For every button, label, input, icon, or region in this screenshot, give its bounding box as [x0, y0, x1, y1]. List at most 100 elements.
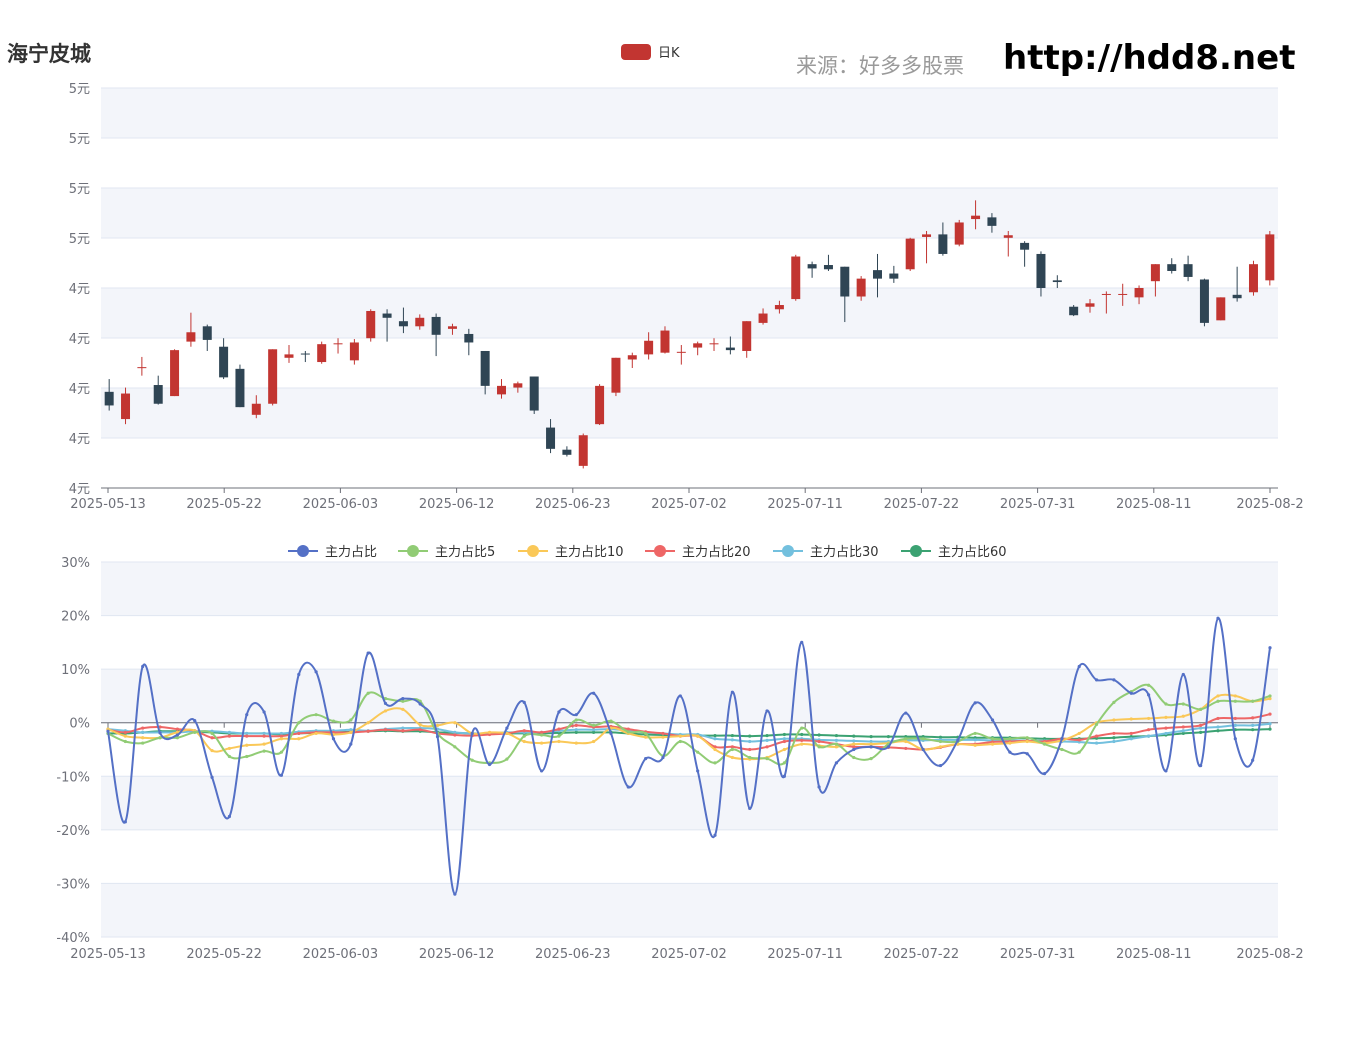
y-tick-label: 5元: [69, 82, 90, 97]
series-point: [644, 731, 648, 736]
series-point: [349, 742, 353, 746]
series-point: [1042, 742, 1047, 746]
series-point: [557, 710, 561, 714]
series-point: [817, 733, 821, 737]
candle-body: [987, 217, 997, 226]
series-point: [1025, 752, 1029, 756]
series-point: [713, 833, 717, 837]
series-point: [1233, 737, 1237, 741]
candle-body: [415, 317, 425, 327]
series-point: [886, 745, 891, 749]
series-point: [487, 730, 492, 734]
series-point: [435, 723, 440, 727]
series-point: [383, 701, 388, 706]
candle-body: [170, 350, 180, 397]
series-point: [401, 707, 405, 711]
series-point: [800, 738, 804, 742]
series-point: [262, 749, 266, 753]
legend-marker: [910, 545, 922, 557]
candle-body: [202, 326, 212, 340]
series-point: [938, 739, 943, 744]
candle-body: [971, 215, 981, 220]
series-point: [973, 738, 977, 742]
y-tick-label: 5元: [69, 132, 90, 147]
candle-body: [1134, 288, 1144, 298]
series-point: [869, 735, 873, 739]
series-point: [331, 719, 336, 723]
candle-body: [1232, 294, 1242, 299]
y-tick-label: 4元: [69, 432, 90, 447]
series-point: [592, 723, 596, 727]
grid-band: [101, 188, 1278, 238]
series-point: [279, 773, 284, 777]
y-tick-label: 4元: [69, 332, 90, 347]
candle-body: [660, 330, 670, 353]
candle-body: [840, 266, 850, 297]
series-point: [227, 746, 232, 751]
series-point: [279, 737, 284, 741]
y-tick-label: -20%: [56, 824, 90, 839]
page-title: 海宁皮城: [7, 42, 91, 66]
series-point: [141, 730, 145, 734]
series-point: [1233, 716, 1237, 721]
series-point: [227, 734, 232, 738]
series-point: [1181, 672, 1185, 677]
series-point: [245, 734, 249, 738]
series-point: [574, 718, 578, 722]
series-point: [782, 747, 786, 752]
x-tick-label: 2025-06-03: [303, 947, 379, 962]
candle-body: [676, 351, 686, 353]
series-point: [314, 731, 318, 736]
series-point: [938, 745, 943, 749]
legend-label: 主力占比30: [810, 545, 879, 560]
candle-body: [905, 238, 915, 270]
series-point: [678, 734, 682, 738]
y-tick-label: -30%: [56, 877, 90, 892]
series-point: [349, 730, 353, 734]
site-url[interactable]: http://hdd8.net: [1003, 38, 1296, 78]
candle-body: [529, 376, 539, 411]
series-point: [401, 726, 405, 730]
candle-body: [464, 333, 474, 343]
series-point: [453, 733, 457, 737]
series-line: [107, 617, 1271, 896]
series-point: [1216, 729, 1220, 733]
candle-body: [1085, 303, 1095, 307]
candle-body: [284, 354, 294, 358]
series-point: [661, 735, 665, 739]
series-point: [1094, 741, 1099, 745]
series-point: [210, 736, 214, 740]
series-point: [730, 738, 734, 742]
series-point: [782, 737, 786, 741]
series-point: [279, 734, 284, 738]
y-tick-label: 10%: [61, 663, 90, 678]
series-point: [626, 730, 630, 734]
candle-body: [791, 256, 801, 300]
series-point: [574, 723, 578, 727]
series-point: [1251, 728, 1255, 732]
series-point: [765, 733, 769, 738]
series-point: [904, 739, 908, 744]
series-point: [869, 742, 873, 746]
series-point: [1077, 664, 1081, 669]
series-point: [505, 731, 509, 736]
series-point: [696, 769, 700, 773]
candle-body: [856, 278, 866, 297]
kline-chart: 4元 4元 4元 4元 4元 5元 5元 5元 5元 2025-05-13 2025-05-22 20…: [69, 44, 1304, 512]
series-point: [748, 734, 752, 738]
series-point: [1164, 769, 1168, 773]
candle-body: [300, 353, 310, 355]
series-point: [158, 736, 162, 740]
x-tick-label: 2025-07-22: [884, 947, 960, 962]
series-point: [713, 761, 717, 765]
series-point: [557, 739, 561, 744]
series-point: [453, 745, 457, 749]
series-point: [904, 746, 908, 751]
series-point: [279, 750, 284, 754]
series-point: [696, 750, 700, 754]
series-point: [210, 731, 214, 736]
series-point: [401, 697, 405, 701]
series-point: [1251, 758, 1255, 762]
series-point: [210, 775, 214, 779]
series-point: [1199, 730, 1203, 734]
